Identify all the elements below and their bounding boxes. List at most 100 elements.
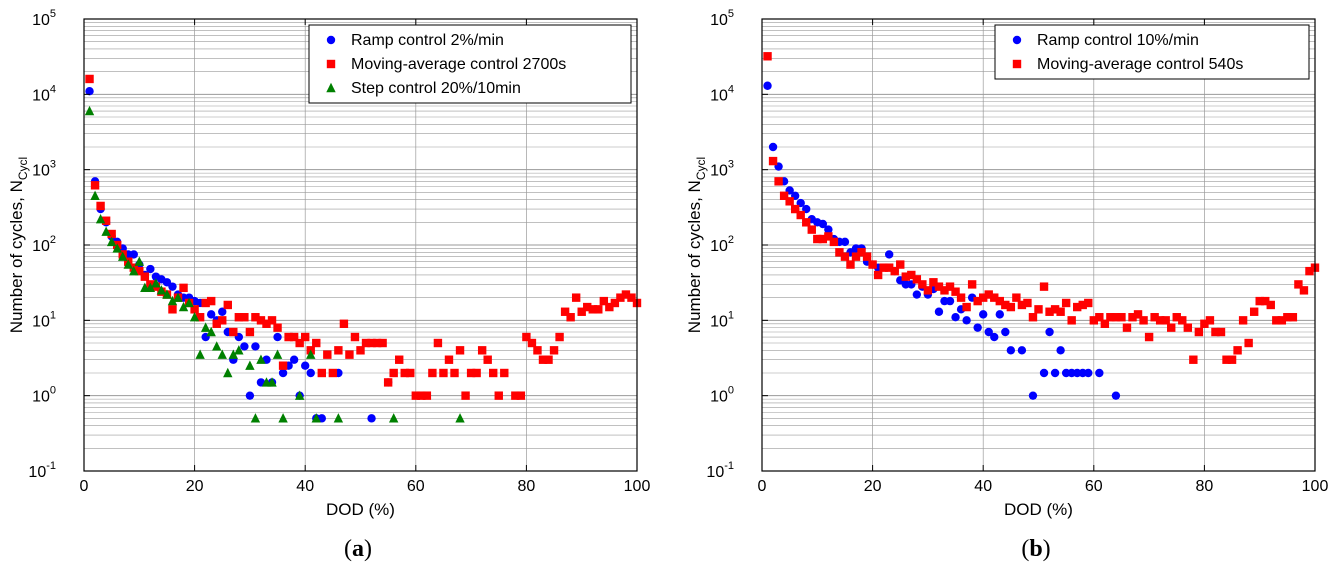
data-point	[583, 302, 592, 312]
data-point	[1299, 286, 1309, 295]
data-point	[560, 307, 570, 316]
y-tick-label: 10-1	[28, 460, 56, 481]
data-point	[1001, 327, 1010, 337]
data-point	[162, 289, 172, 299]
data-point	[372, 338, 382, 348]
data-point	[918, 280, 927, 289]
data-point	[189, 312, 200, 322]
data-point	[1216, 327, 1226, 337]
data-point	[483, 355, 492, 364]
data-point	[306, 349, 316, 359]
data-point	[1045, 327, 1054, 337]
data-point	[477, 346, 487, 355]
data-point	[1189, 355, 1198, 364]
data-point	[1211, 327, 1220, 337]
data-point	[289, 355, 299, 364]
data-point	[818, 234, 828, 244]
data-point	[890, 266, 899, 276]
data-point	[940, 286, 949, 295]
data-point	[605, 302, 614, 312]
chart-panel-b: 0 20 40 60 80 100 10-1 100 101 102 103 104 105 DOD (%…	[685, 8, 1328, 562]
x-tick-label: 0	[80, 478, 89, 495]
data-point	[549, 346, 559, 355]
data-point	[334, 346, 343, 355]
data-point	[146, 264, 155, 274]
data-point	[807, 225, 816, 234]
legend-label: Moving-average control 2700s	[351, 56, 566, 73]
data-point	[1167, 323, 1176, 332]
x-tick-label: 40	[296, 478, 314, 495]
legend-box	[308, 24, 632, 104]
data-point	[461, 391, 470, 400]
data-point	[1006, 346, 1016, 355]
data-point	[956, 293, 966, 302]
data-point	[1039, 368, 1049, 378]
data-point	[616, 293, 625, 302]
data-point	[533, 346, 542, 355]
data-point	[594, 305, 603, 314]
legend-marker	[1012, 59, 1022, 69]
data-point	[824, 232, 833, 241]
data-point	[190, 305, 199, 314]
data-point	[101, 216, 111, 225]
x-axis-label: DOD (%)	[326, 500, 395, 519]
data-point	[763, 81, 772, 90]
y-tick-label: 103	[710, 159, 734, 180]
x-axis-label: DOD (%)	[1004, 500, 1073, 519]
data-point	[522, 332, 531, 342]
data-point	[1045, 307, 1054, 316]
x-tick-label: 60	[407, 478, 425, 495]
data-point	[1244, 338, 1253, 348]
data-point	[774, 177, 783, 186]
data-point	[1249, 307, 1259, 316]
data-point	[1305, 266, 1314, 276]
data-point	[395, 355, 404, 364]
data-point	[212, 319, 221, 328]
data-point	[455, 346, 465, 355]
data-point	[802, 218, 811, 227]
data-point	[862, 252, 872, 261]
panel-label: (b)	[1021, 536, 1050, 562]
data-point	[1139, 316, 1148, 325]
x-tick-label: 100	[624, 478, 651, 495]
data-point	[951, 313, 960, 322]
data-point	[1061, 298, 1071, 308]
data-point	[577, 307, 586, 316]
data-point	[278, 361, 288, 370]
legend-marker	[1012, 35, 1022, 45]
data-point	[912, 290, 922, 299]
data-point	[317, 368, 326, 378]
data-point	[763, 52, 772, 61]
data-point	[206, 326, 216, 337]
y-tick-label: 104	[32, 83, 56, 104]
data-point	[1200, 319, 1209, 328]
y-tick-label: 100	[710, 385, 734, 406]
x-tick-label: 0	[758, 478, 767, 495]
data-point	[294, 390, 305, 400]
data-point	[990, 332, 999, 342]
data-point	[907, 270, 916, 280]
data-point	[1089, 316, 1098, 325]
data-point	[566, 313, 575, 322]
data-point	[901, 272, 910, 281]
data-point	[140, 272, 150, 281]
data-point	[1050, 305, 1060, 314]
data-point	[555, 332, 564, 342]
x-tick-label: 80	[1196, 478, 1214, 495]
data-point	[311, 413, 321, 423]
data-point	[1028, 313, 1038, 322]
data-point	[967, 280, 977, 289]
data-point	[1233, 346, 1242, 355]
data-point	[96, 201, 105, 211]
y-tick-label: 102	[710, 234, 734, 255]
data-point	[962, 302, 971, 312]
data-point	[240, 342, 249, 351]
data-point	[945, 282, 955, 291]
x-tick-label: 20	[864, 478, 882, 495]
data-point	[223, 367, 233, 378]
data-point	[195, 349, 205, 359]
data-point	[472, 368, 481, 378]
y-tick-label: 10-1	[706, 460, 734, 481]
data-point	[267, 316, 277, 325]
data-point	[951, 287, 960, 296]
